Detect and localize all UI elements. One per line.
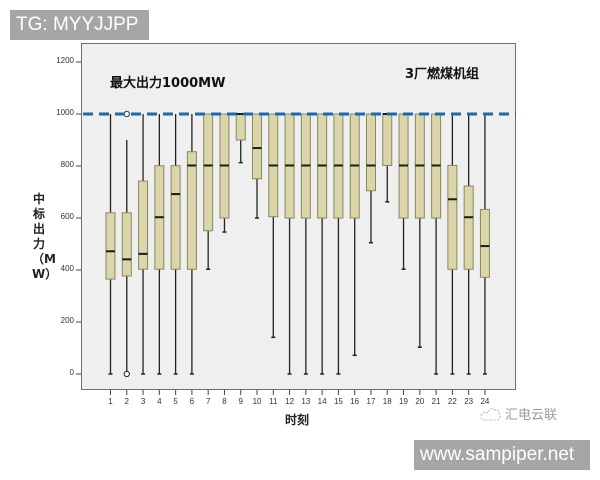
box <box>203 113 214 232</box>
x-tick-label: 18 <box>382 397 392 406</box>
y-axis-label: 中标出力（MW） <box>32 192 58 281</box>
box <box>138 180 149 270</box>
y-tick-label: 200 <box>60 316 74 325</box>
max-output-annotation: 最大出力1000MW <box>110 76 226 91</box>
x-tick-label: 1 <box>108 397 113 406</box>
box <box>252 113 263 180</box>
x-tick-label: 19 <box>399 397 408 406</box>
x-tick-label: 11 <box>269 397 278 406</box>
box <box>463 185 474 270</box>
outlier-marker <box>123 370 130 378</box>
box <box>235 113 246 141</box>
x-tick-label: 9 <box>238 397 243 406</box>
x-tick-label: 2 <box>124 397 129 406</box>
x-tick-label: 22 <box>447 397 457 406</box>
x-tick-label: 24 <box>480 397 490 406</box>
x-tick-label: 12 <box>285 397 295 406</box>
outlier-marker <box>123 110 130 118</box>
x-axis-label: 时刻 <box>285 413 310 427</box>
y-tick-label: 400 <box>60 264 74 273</box>
box <box>382 113 393 166</box>
box <box>186 151 197 270</box>
x-tick-label: 21 <box>431 397 441 406</box>
x-tick-label: 20 <box>415 397 425 406</box>
box <box>365 113 376 192</box>
y-tick-label: 1000 <box>56 108 74 117</box>
y-tick-label: 800 <box>60 160 74 169</box>
y-tick-label: 0 <box>69 368 74 377</box>
x-tick-label: 13 <box>301 397 311 406</box>
x-tick-label: 14 <box>317 397 327 406</box>
x-tick-label: 3 <box>140 397 146 406</box>
cloud-icon <box>480 408 501 421</box>
x-tick-label: 7 <box>205 397 211 406</box>
box <box>479 208 490 278</box>
x-tick-label: 23 <box>464 397 474 406</box>
y-tick-label: 600 <box>60 212 74 221</box>
x-tick-label: 16 <box>350 397 360 406</box>
box <box>170 165 181 270</box>
box <box>121 212 132 277</box>
box <box>447 164 458 270</box>
y-tick-label: 1200 <box>56 56 74 65</box>
brand-watermark: 汇电云联 <box>505 408 558 423</box>
x-tick-label: 10 <box>252 397 262 406</box>
box <box>105 212 116 280</box>
x-tick-label: 4 <box>157 397 162 406</box>
top-watermark-tag: TG: MYYJJPP <box>10 10 149 40</box>
x-tick-label: 6 <box>189 397 195 406</box>
bottom-watermark-tag: www.sampiper.net <box>414 440 590 470</box>
x-tick-label: 5 <box>173 397 178 406</box>
x-tick-label: 8 <box>222 397 227 406</box>
x-tick-label: 15 <box>333 397 343 406</box>
x-tick-label: 17 <box>366 397 376 406</box>
plant-annotation: 3厂燃煤机组 <box>405 67 480 82</box>
plot-area <box>81 43 516 390</box>
